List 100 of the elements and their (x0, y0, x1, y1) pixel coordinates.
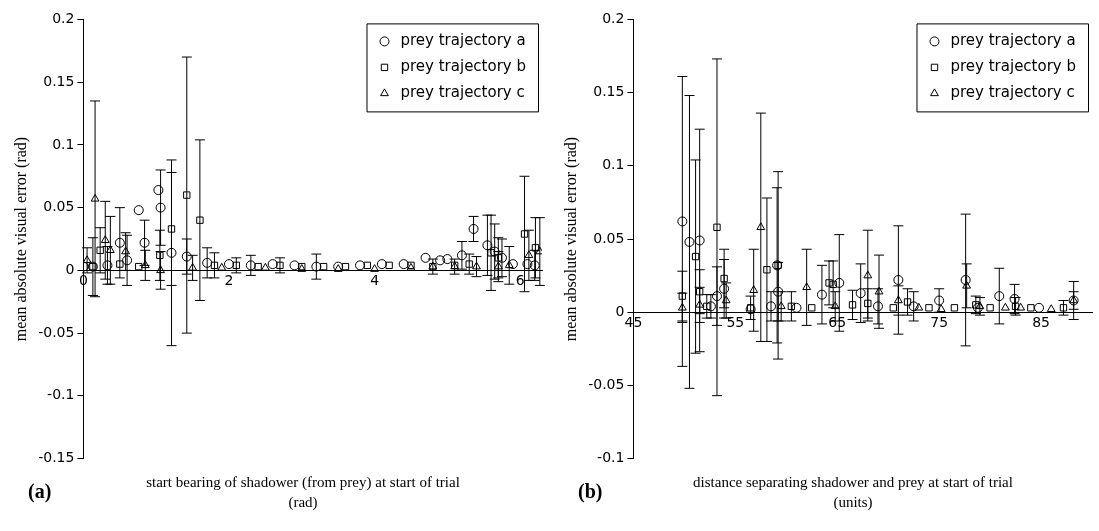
point (496, 252, 507, 263)
point (217, 262, 227, 271)
point (766, 301, 776, 312)
y-tick-label: -0.1 (47, 386, 75, 403)
point (122, 255, 133, 266)
y-tick-label: 0.2 (602, 10, 625, 27)
point (267, 259, 278, 270)
point (363, 261, 371, 270)
y-tick-label: 0 (615, 302, 625, 319)
point (224, 259, 234, 270)
point (504, 260, 514, 269)
point (370, 264, 379, 272)
point (494, 254, 503, 262)
point (893, 295, 903, 304)
point (962, 280, 972, 289)
point (776, 301, 786, 310)
point (319, 262, 328, 271)
point (135, 262, 143, 271)
point (986, 304, 994, 312)
point (468, 223, 479, 234)
point (830, 301, 840, 310)
point (684, 236, 695, 247)
y-tick-label: 0.05 (593, 229, 625, 246)
point (167, 225, 176, 233)
x-tick-label: 2 (224, 272, 234, 289)
point (341, 262, 350, 271)
legend-label: prey trajectory a (400, 31, 526, 50)
point (994, 291, 1005, 302)
point (711, 291, 722, 302)
point (694, 235, 705, 246)
point (155, 202, 166, 213)
point (102, 260, 113, 271)
point (756, 222, 766, 231)
legend-label: prey trajectory c (950, 83, 1075, 102)
point (524, 250, 534, 259)
y-axis-title: mean absolute visual error (rad) (561, 136, 580, 342)
point (808, 304, 816, 312)
point (677, 216, 688, 227)
point (90, 193, 100, 202)
point (713, 223, 721, 231)
point (763, 266, 771, 274)
point (802, 282, 812, 291)
x-axis-title: distance separating shadower and prey at start of trial (units) (692, 473, 1014, 512)
point (834, 277, 845, 288)
point (376, 259, 387, 270)
point (903, 298, 912, 306)
point (972, 301, 980, 309)
point (245, 260, 256, 271)
point (465, 260, 473, 268)
x-tick-label: 85 (1032, 314, 1050, 331)
point (677, 302, 687, 311)
point (1011, 302, 1020, 311)
point (100, 235, 110, 244)
point (863, 270, 873, 279)
point (420, 252, 431, 263)
y-tick-label: 0.1 (52, 135, 75, 152)
point (116, 260, 124, 268)
point (889, 304, 897, 312)
point (773, 286, 784, 297)
point (121, 246, 131, 255)
legend-label: prey trajectory b (400, 57, 527, 76)
point (825, 279, 833, 287)
x-tick-label: 6 (515, 272, 525, 289)
point (355, 260, 366, 271)
point (721, 295, 731, 304)
point (678, 292, 687, 300)
point (893, 274, 904, 285)
point (950, 304, 959, 312)
point (489, 246, 500, 257)
point (482, 240, 493, 251)
point (925, 304, 933, 312)
point (166, 247, 177, 258)
x-tick-label: 55 (726, 314, 745, 331)
point (705, 301, 716, 312)
point (450, 261, 460, 270)
y-tick-label: -0.05 (38, 323, 75, 340)
y-tick-label: 0.2 (52, 10, 75, 27)
y-tick-label: -0.15 (38, 449, 75, 466)
point (398, 259, 409, 270)
y-tick-label: 0.15 (43, 72, 75, 89)
point (428, 261, 438, 270)
y-tick-label: -0.1 (597, 449, 625, 466)
point (873, 301, 883, 312)
x-axis-title: start bearing of shadower (from prey) at start of trial (rad) (145, 473, 461, 512)
point (914, 302, 924, 311)
point (791, 302, 802, 313)
y-tick-label: 0.1 (602, 156, 625, 173)
y-tick-label: 0.05 (43, 198, 75, 215)
point (472, 261, 481, 270)
point (133, 205, 144, 216)
point (695, 288, 704, 296)
point (493, 261, 503, 270)
point (183, 191, 191, 199)
point (254, 262, 262, 271)
y-tick-label: -0.05 (588, 376, 625, 393)
point (442, 254, 453, 265)
y-axis-title: mean absolute visual error (rad) (11, 136, 30, 342)
point (787, 302, 796, 311)
text: (a) (28, 480, 52, 502)
point (311, 261, 322, 272)
